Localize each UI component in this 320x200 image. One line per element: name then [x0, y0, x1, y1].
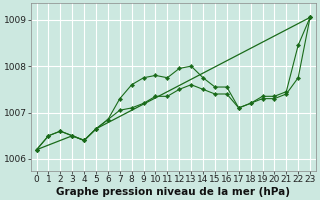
X-axis label: Graphe pression niveau de la mer (hPa): Graphe pression niveau de la mer (hPa): [56, 187, 290, 197]
